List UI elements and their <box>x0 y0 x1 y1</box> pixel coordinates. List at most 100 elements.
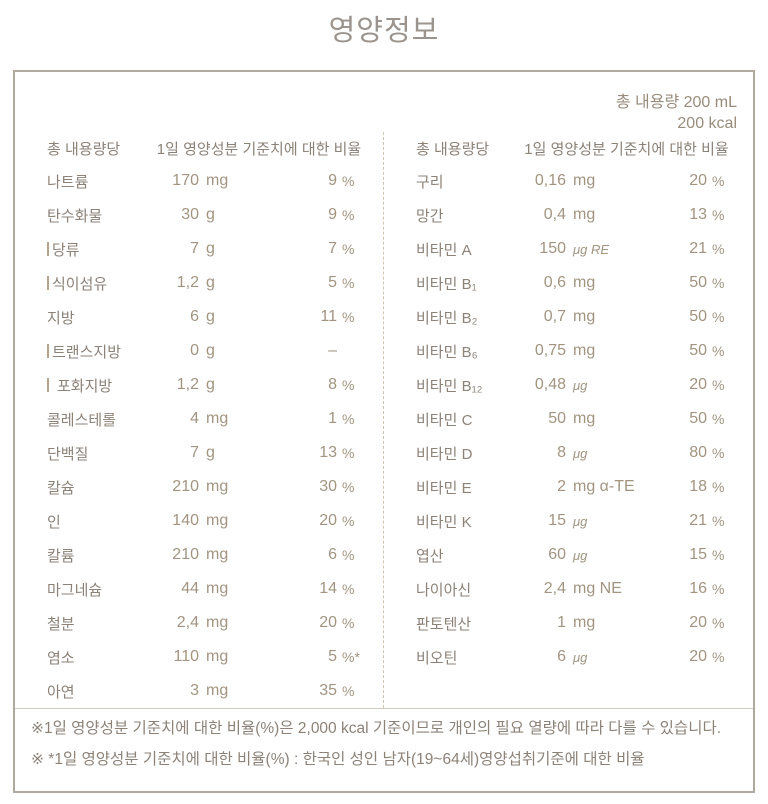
amount-unit: g <box>206 342 215 359</box>
percent-symbol: % <box>712 479 725 495</box>
table-row: 비타민 B₁₂ 0,48 μg 20% <box>384 368 753 402</box>
amount-value: 0,4 <box>543 206 566 223</box>
amount-unit: mg <box>206 478 229 495</box>
amount-unit: μg <box>573 547 588 563</box>
amount-value: 2,4 <box>543 580 566 597</box>
table-row: 비타민 C 50 mg 50% <box>384 402 753 436</box>
percent-symbol: % <box>712 377 725 393</box>
amount-value: 3 <box>190 682 199 699</box>
percent-value: 30 <box>319 478 337 495</box>
nutrient-label: 비오틴 <box>416 649 458 667</box>
amount-value: 0,16 <box>534 172 566 189</box>
table-row: 탄수화물 30 g 9% <box>15 198 383 232</box>
amount-value: 210 <box>172 546 199 563</box>
nutrition-panel: 총 내용량 200 mL 200 kcal 총 내용량당 1일 영양성분 기준치… <box>13 70 755 793</box>
percent-value: 7 <box>328 240 337 257</box>
sub-item-bar-icon <box>47 276 49 290</box>
percent-value: 9 <box>328 206 337 223</box>
table-row: 비타민 B₁ 0,6 mg 50% <box>384 266 753 300</box>
percent-symbol: % <box>342 479 355 495</box>
nutrient-label: 칼슘 <box>47 479 75 497</box>
percent-symbol: % <box>342 683 355 699</box>
table-row: 비타민 A 150 μg RE 21% <box>384 232 753 266</box>
amount-value: 6 <box>557 648 566 665</box>
amount-unit: mg <box>573 410 596 427</box>
nutrient-column-left: 총 내용량당 1일 영양성분 기준치에 대한 비율 나트륨 170 mg 9% 탄수화물… <box>15 132 384 708</box>
percent-symbol: % <box>342 615 355 631</box>
total-volume-text: 총 내용량 200 mL <box>615 94 737 111</box>
percent-value: 20 <box>689 172 707 189</box>
header-daily-value: 1일 영양성분 기준치에 대한 비율 <box>156 140 362 158</box>
percent-symbol: % <box>342 207 355 223</box>
percent-value: 5 <box>328 274 337 291</box>
amount-value: 0 <box>190 342 199 359</box>
nutrient-label: 판토텐산 <box>416 615 472 633</box>
nutrient-label: 탄수화물 <box>47 207 103 225</box>
percent-value: 50 <box>689 342 707 359</box>
amount-value: 1 <box>557 614 566 631</box>
amount-unit: mg <box>206 512 229 529</box>
amount-value: 0,6 <box>543 274 566 291</box>
amount-unit: mg <box>573 342 596 359</box>
table-row: 비오틴 6 μg 20% <box>384 640 753 674</box>
column-header-left: 총 내용량당 1일 영양성분 기준치에 대한 비율 <box>15 132 383 164</box>
table-row: 아연 3 mg 35% <box>15 674 383 708</box>
nutrient-label: 구리 <box>416 173 444 191</box>
percent-value: 13 <box>319 444 337 461</box>
amount-unit: mg <box>573 206 596 223</box>
percent-value: 11 <box>320 308 337 325</box>
total-calories-text: 200 kcal <box>677 115 737 132</box>
percent-value: 50 <box>689 308 707 325</box>
percent-symbol: % <box>712 581 725 597</box>
table-row: 칼슘 210 mg 30% <box>15 470 383 504</box>
percent-symbol: % <box>712 547 725 563</box>
percent-symbol: % <box>712 445 725 461</box>
amount-unit: g <box>206 308 215 325</box>
percent-value: 80 <box>689 444 707 461</box>
nutrient-label: 마그네슘 <box>47 581 103 599</box>
percent-symbol: % <box>712 513 725 529</box>
amount-value: 110 <box>173 648 199 665</box>
column-header-right: 총 내용량당 1일 영양성분 기준치에 대한 비율 <box>384 132 753 164</box>
percent-value: 16 <box>689 580 707 597</box>
table-row: 비타민 D 8 μg 80% <box>384 436 753 470</box>
percent-symbol: % <box>712 309 725 325</box>
amount-value: 150 <box>539 240 566 257</box>
amount-unit: mg <box>206 580 229 597</box>
amount-unit: g <box>206 444 215 461</box>
amount-unit: mg <box>573 308 596 325</box>
percent-symbol: % <box>712 649 725 665</box>
percent-symbol: % <box>712 173 725 189</box>
percent-value: – <box>328 342 337 359</box>
percent-value: 20 <box>689 648 707 665</box>
percent-symbol: % <box>712 275 725 291</box>
nutrient-label: 염소 <box>47 649 75 667</box>
nutrient-label: 단백질 <box>47 445 89 463</box>
nutrient-label: 망간 <box>416 207 444 225</box>
amount-unit: mg <box>206 614 229 631</box>
nutrient-columns: 총 내용량당 1일 영양성분 기준치에 대한 비율 나트륨 170 mg 9% 탄수화물… <box>15 132 753 708</box>
nutrient-column-right: 총 내용량당 1일 영양성분 기준치에 대한 비율 구리 0,16 mg 20% 망간 0… <box>384 132 753 708</box>
header-per-amount: 총 내용량당 <box>416 140 490 158</box>
table-row: 비타민 B₂ 0,7 mg 50% <box>384 300 753 334</box>
nutrient-label: 인 <box>47 513 61 531</box>
amount-value: 50 <box>548 410 566 427</box>
table-row: 나트륨 170 mg 9% <box>15 164 383 198</box>
nutrient-label: 나트륨 <box>47 173 89 191</box>
table-row: 망간 0,4 mg 13% <box>384 198 753 232</box>
table-row: 식이섬유 1,2 g 5% <box>15 266 383 300</box>
amount-value: 7 <box>190 240 199 257</box>
amount-unit: mg <box>573 614 596 631</box>
table-row: 트랜스지방 0 g – <box>15 334 383 368</box>
percent-value: 50 <box>689 274 707 291</box>
table-row: 철분 2,4 mg 20% <box>15 606 383 640</box>
nutrient-label: 비타민 K <box>416 513 472 531</box>
page-title: 영양정보 <box>328 15 440 47</box>
amount-unit: mg <box>206 682 229 699</box>
nutrient-label: 식이섬유 <box>47 273 147 294</box>
amount-unit: g <box>206 240 215 257</box>
table-row: 엽산 60 μg 15% <box>384 538 753 572</box>
amount-unit: μg <box>573 649 588 665</box>
amount-unit: mg <box>206 546 229 563</box>
amount-unit: mg <box>573 274 596 291</box>
